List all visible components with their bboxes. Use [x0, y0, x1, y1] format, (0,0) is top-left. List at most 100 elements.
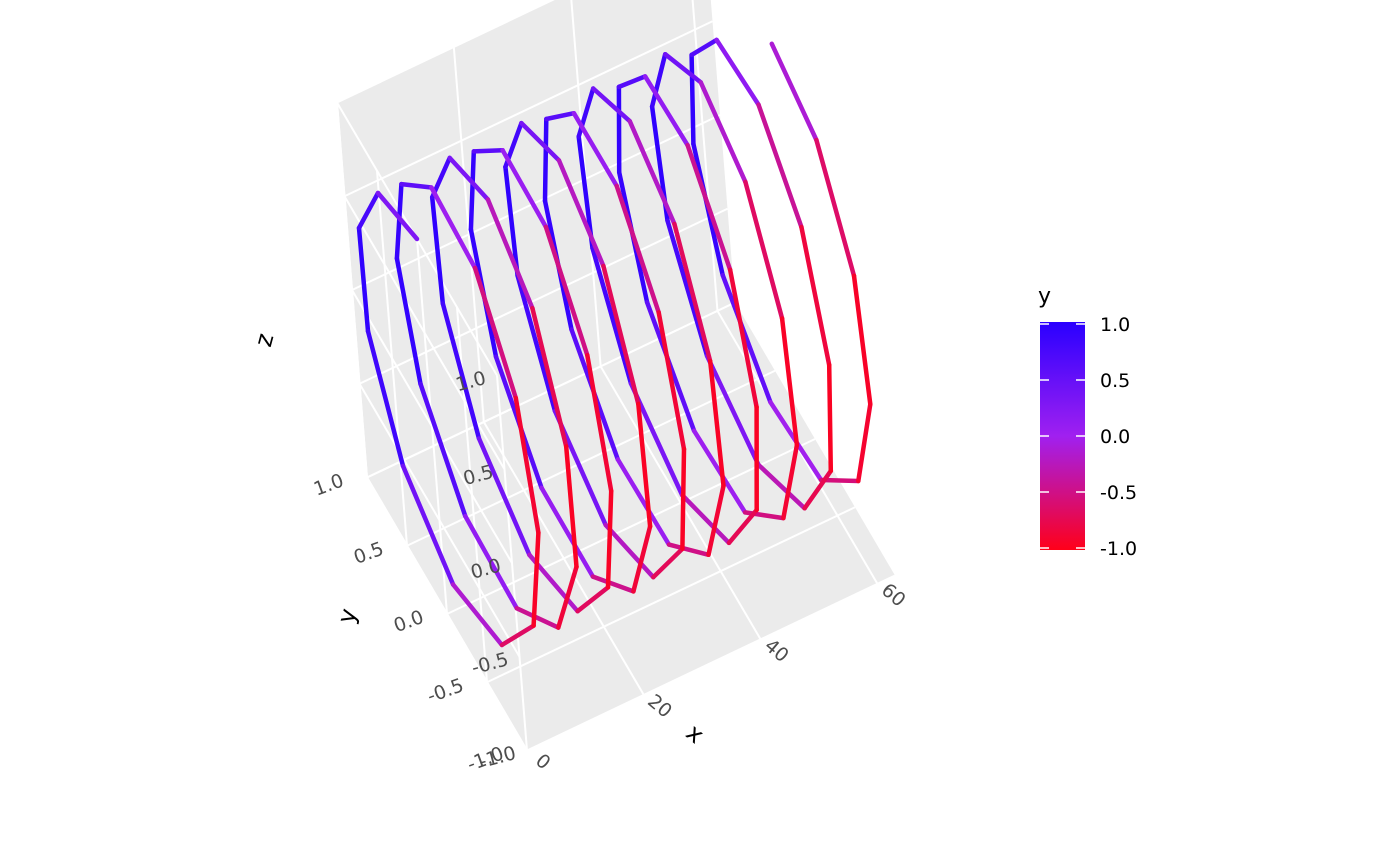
- helix-segment: [799, 224, 832, 368]
- x-tick-label: 60: [877, 579, 910, 611]
- helix-segment: [814, 137, 857, 279]
- helix-segment: [779, 316, 800, 448]
- helix-segment: [714, 37, 761, 107]
- helix-segment: [818, 477, 861, 484]
- z-tick-label: -1.0: [477, 742, 519, 773]
- y-tick-label: -0.5: [424, 674, 466, 707]
- back-gridline-z: [344, 20, 713, 198]
- helix-segment: [543, 224, 590, 358]
- floor-gridline-y: [446, 438, 816, 615]
- helix-segment: [679, 492, 732, 546]
- helix-segment: [627, 118, 677, 227]
- helix-segment: [590, 574, 636, 594]
- side-gridline-z: [343, 195, 506, 470]
- helix-segment: [539, 485, 596, 579]
- color-legend: y 1.0 0.5 0.0 -0.5 -1.0: [1038, 284, 1137, 560]
- helix-segment: [601, 263, 641, 407]
- helix-segment: [802, 468, 834, 511]
- helix-segment: [399, 181, 434, 190]
- helix-segment: [605, 488, 614, 590]
- helix-segment: [356, 225, 371, 334]
- y-tick-label: 0.0: [391, 606, 427, 637]
- helix-segment: [503, 164, 520, 278]
- helix-segment: [450, 582, 505, 648]
- helix-segment: [468, 149, 477, 232]
- helix-segment: [590, 245, 634, 386]
- helix-segment: [463, 513, 520, 611]
- helix-segment: [429, 195, 446, 306]
- helix-segment: [531, 530, 541, 628]
- helix-segment: [499, 623, 536, 648]
- helix-segment: [375, 190, 420, 242]
- helix-segment: [704, 353, 761, 467]
- back-gridline-z: [359, 207, 728, 385]
- helix-segment: [519, 120, 562, 163]
- helix-segment: [530, 305, 569, 449]
- helix-segment: [485, 197, 535, 311]
- helix-segment: [672, 221, 713, 364]
- helix-segment: [590, 86, 633, 124]
- helix-segment: [472, 265, 519, 401]
- chart-gridlines: [336, 0, 896, 752]
- helix-segment: [585, 352, 614, 494]
- side-gridline-z: [351, 289, 513, 564]
- helix-segment: [726, 507, 759, 546]
- y-tick-label: 1.0: [311, 470, 347, 501]
- helix-segment: [476, 436, 532, 558]
- helix-segment: [781, 442, 800, 521]
- floor-gridline-y: [526, 574, 896, 752]
- helix-segment: [603, 522, 656, 580]
- helix-segment: [563, 444, 579, 570]
- helix-segment: [727, 267, 759, 410]
- helix-segment: [615, 457, 672, 547]
- helix-segment: [571, 110, 619, 189]
- helix-segment: [636, 401, 653, 529]
- helix-segment: [856, 401, 873, 484]
- helix-segment: [706, 483, 726, 558]
- y-axis-title: y: [332, 605, 363, 626]
- helix-segment: [680, 446, 687, 552]
- x-tick-label: 20: [643, 690, 676, 722]
- helix-segment: [542, 116, 549, 204]
- helix-segment: [515, 273, 558, 414]
- legend-tick-marks: [1040, 323, 1085, 549]
- legend-tick-label: 0.0: [1100, 426, 1130, 448]
- helix-segment: [356, 190, 381, 231]
- helix-series: [356, 37, 873, 648]
- helix-segment: [400, 463, 456, 587]
- helix-segment: [743, 179, 785, 321]
- helix-segment: [651, 546, 685, 580]
- legend-tick-label: -1.0: [1100, 538, 1137, 560]
- legend-tick-label: -0.5: [1100, 482, 1137, 504]
- y-tick-label: 0.5: [351, 538, 387, 569]
- legend-title: y: [1038, 284, 1051, 309]
- helix-segment: [513, 395, 541, 535]
- helix-segment: [665, 218, 710, 359]
- helix-segment: [440, 301, 482, 441]
- helix-segment: [662, 51, 704, 85]
- helix-segment: [720, 272, 773, 405]
- helix-segment: [698, 80, 748, 185]
- helix-segment: [769, 41, 819, 143]
- legend-tick-label: 0.5: [1100, 370, 1130, 392]
- helix-segment: [429, 185, 478, 271]
- helix-segment: [707, 358, 726, 489]
- helix-segment: [544, 110, 577, 122]
- helix-segment: [689, 37, 719, 58]
- helix-segment: [642, 74, 690, 148]
- helix-segment: [826, 362, 834, 474]
- helix-segment: [851, 273, 873, 407]
- helix-segment: [418, 381, 468, 519]
- helix-segment: [514, 606, 561, 630]
- x-tick-label: 40: [760, 635, 793, 667]
- helix-segment: [394, 256, 423, 387]
- helix-segment: [649, 51, 668, 109]
- helix-segment: [666, 542, 711, 558]
- x-tick-label: 0: [531, 750, 554, 775]
- helix-segment: [616, 74, 648, 90]
- z-axis-title: z: [249, 330, 279, 349]
- helix-segment: [689, 52, 696, 147]
- back-gridline-z: [336, 0, 555, 104]
- helix-segment: [756, 462, 807, 511]
